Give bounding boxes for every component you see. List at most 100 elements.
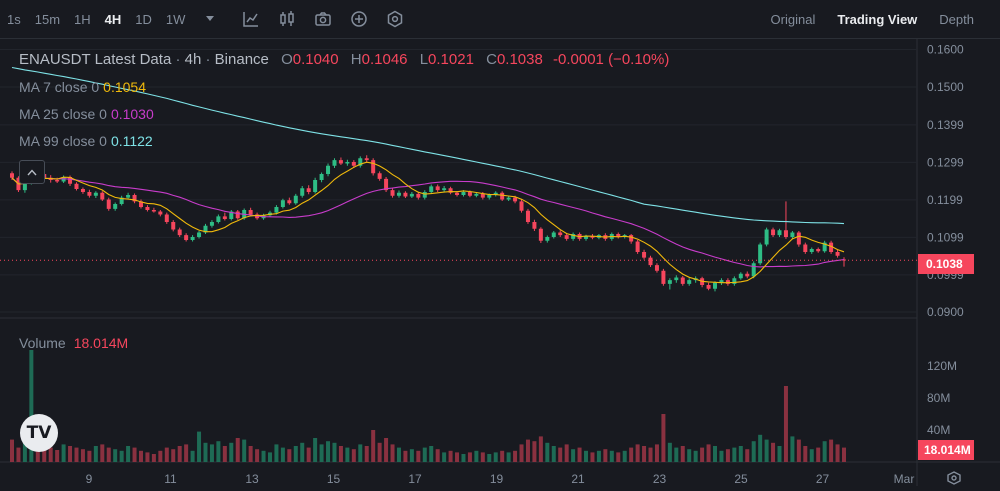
timeframe-1h[interactable]: 1H: [74, 11, 91, 27]
volume-bar: [358, 444, 363, 462]
ma25-line: [11, 177, 845, 268]
candle-body: [719, 280, 724, 283]
volume-bar: [455, 452, 460, 462]
ma99-label: MA 99 close 0: [19, 133, 107, 149]
candle-body: [571, 234, 576, 239]
timeframe-1s[interactable]: 1s: [7, 11, 21, 27]
candle-body: [661, 270, 666, 284]
candle-body: [190, 237, 195, 240]
volume-bar: [429, 446, 434, 462]
candle-body: [732, 278, 737, 284]
volume-tick-label: 120M: [927, 359, 957, 373]
candle-body: [87, 192, 92, 196]
timeframe-1w[interactable]: 1W: [165, 11, 186, 27]
candle-body: [216, 216, 221, 222]
candle-body: [713, 282, 718, 289]
candle-body: [738, 273, 743, 279]
volume-bar: [177, 446, 182, 462]
volume-bar: [332, 442, 337, 462]
volume-bar: [751, 441, 756, 462]
volume-bar: [384, 438, 389, 462]
volume-bar: [80, 449, 85, 462]
volume-bar: [822, 441, 827, 462]
volume-bar: [442, 452, 447, 462]
candle-body: [751, 263, 756, 277]
chevron-down-icon[interactable]: [201, 10, 219, 28]
candle-body: [558, 232, 563, 236]
volume-bar: [151, 454, 156, 462]
ma7-line: [11, 161, 845, 284]
candle-body: [222, 216, 227, 219]
candle-body: [306, 188, 311, 192]
indicators-icon[interactable]: [242, 10, 260, 28]
volume-bar: [635, 444, 640, 462]
legend-separator: ·: [205, 51, 211, 68]
volume-bar: [138, 450, 143, 462]
candle-body: [384, 178, 389, 191]
volume-bar: [700, 447, 705, 462]
candle-body: [145, 207, 150, 210]
candle-style-icon[interactable]: [278, 10, 296, 28]
volume-bar: [783, 386, 788, 462]
camera-icon[interactable]: [314, 10, 332, 28]
volume-bar: [209, 444, 214, 462]
volume-bar: [577, 447, 582, 462]
view-depth[interactable]: Depth: [939, 11, 974, 27]
candle-body: [326, 165, 331, 174]
candle-body: [835, 252, 840, 256]
volume-bar: [493, 452, 498, 462]
candle-body: [132, 195, 137, 202]
volume-bar: [345, 447, 350, 462]
candle-body: [745, 273, 750, 277]
volume-bar: [654, 444, 659, 462]
volume-bar: [287, 449, 292, 462]
time-tick-label: 23: [653, 472, 667, 486]
timeframe-1d[interactable]: 1D: [135, 11, 152, 27]
candle-body: [80, 189, 85, 192]
ma7-legend: MA 7 close 0 0.1054: [19, 79, 146, 95]
candle-body: [590, 236, 595, 238]
volume-bar: [487, 454, 492, 462]
candle-body: [667, 280, 672, 284]
price-tick-label: 0.1399: [927, 118, 964, 132]
settings-icon[interactable]: [386, 10, 404, 28]
candle-body: [519, 201, 524, 211]
tradingview-logo: TV: [20, 414, 58, 452]
toolbar: 1s 15m 1H 4H 1D 1W Original Trading View…: [0, 0, 1000, 38]
price-tick-label: 0.1600: [927, 43, 964, 57]
time-tick-label: 21: [571, 472, 585, 486]
candle-body: [822, 242, 827, 252]
ma99-line: [11, 66, 845, 225]
view-trading-view[interactable]: Trading View: [837, 11, 918, 27]
candle-body: [429, 186, 434, 192]
ma25-legend: MA 25 close 0 0.1030: [19, 106, 154, 122]
volume-bar: [661, 414, 666, 462]
view-original[interactable]: Original: [770, 11, 816, 27]
candle-body: [474, 193, 479, 196]
candle-body: [93, 192, 98, 196]
chart-settings-icon[interactable]: [944, 470, 964, 486]
add-icon[interactable]: [350, 10, 368, 28]
candle-body: [435, 186, 440, 191]
candle-body: [564, 235, 569, 239]
collapse-legend-button[interactable]: [19, 160, 45, 184]
volume-bar: [448, 450, 453, 462]
timeframe-15m[interactable]: 15m: [34, 11, 61, 27]
volume-bar: [564, 444, 569, 462]
candle-body: [725, 280, 730, 284]
timeframe-4h[interactable]: 4H: [104, 11, 122, 27]
candle-body: [345, 162, 350, 164]
candle-body: [55, 180, 60, 182]
candle-body: [584, 236, 589, 239]
price-tick-label: 0.1099: [927, 230, 964, 244]
candle-body: [635, 241, 640, 252]
candle-body: [448, 188, 453, 193]
candle-body: [209, 222, 214, 226]
candle-body: [487, 195, 492, 198]
candle-body: [538, 228, 543, 241]
volume-bar: [68, 446, 73, 462]
time-tick-label: 19: [490, 472, 504, 486]
price-tick-label: 0.1199: [927, 193, 963, 207]
view-switcher: Original Trading View Depth: [749, 0, 974, 38]
